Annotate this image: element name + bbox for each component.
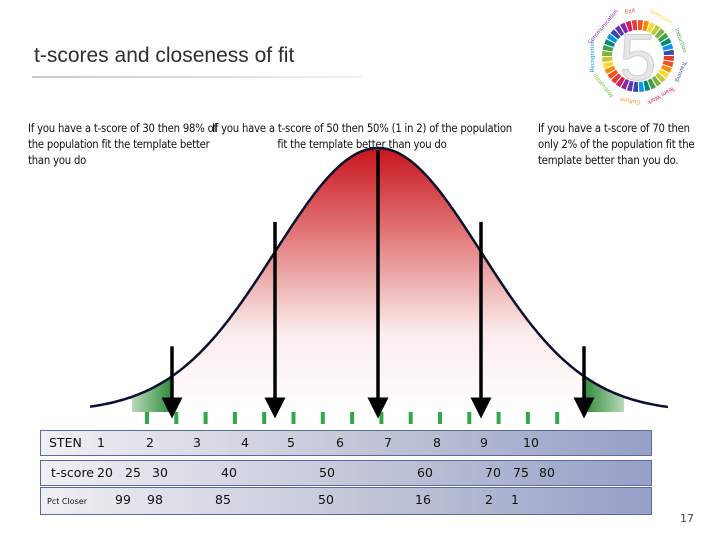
sten-value: 5: [287, 435, 295, 450]
logo-wheel-segment: [662, 60, 674, 68]
sten-value: 8: [433, 435, 441, 450]
logo-wheel-segment: [611, 73, 622, 84]
tscore-value: 25: [125, 465, 141, 480]
pct-closer-label: Pct Closer: [47, 497, 87, 506]
logo-wheel-segment: [663, 56, 674, 61]
logo-wheel-segment: [625, 20, 633, 32]
logo-wheel-segment: [642, 20, 650, 32]
pct-closer-row: Pct Closer 99 98 85 50 16 2 1: [40, 487, 652, 515]
tscore-value: 60: [417, 465, 433, 480]
sten-tick: [291, 412, 296, 424]
logo-wheel-segment: [606, 33, 618, 43]
logo-wheel-segment: [638, 81, 645, 92]
sten-value: 4: [241, 435, 249, 450]
logo-wheel-segment: [621, 79, 630, 90]
pct-value: 2: [485, 492, 493, 507]
logo-wheel-segment: [643, 80, 651, 92]
logo-wheel-segment: [615, 76, 625, 88]
logo-wheel-segment: [646, 22, 655, 33]
pct-value: 1: [511, 492, 519, 507]
pct-value: 99: [115, 492, 131, 507]
tscore-markers: [161, 150, 595, 419]
logo-wheel-segment: [651, 24, 661, 36]
sten-tick: [145, 412, 149, 424]
logo-wheel-segment: [602, 61, 614, 69]
tscore-row: t-score 20 25 30 40 50 60 70 75 80: [40, 460, 652, 486]
logo-wheel-segment: [607, 69, 619, 80]
sten-value: 2: [146, 435, 154, 450]
logo-wheel-segment: [655, 72, 666, 83]
sten-tick: [525, 412, 530, 424]
logo-wheel-segment: [604, 65, 616, 74]
tscore-value: 50: [319, 465, 335, 480]
logo-wheel-segment: [602, 44, 614, 52]
logo-wheel-segment: [602, 56, 613, 63]
sten-tick: [438, 412, 442, 424]
tscore-label: t-score: [51, 465, 94, 480]
sten-tick: [467, 412, 472, 424]
sten-tick: [203, 412, 208, 424]
logo-wheel-segment: [654, 28, 665, 39]
sten-value: 7: [384, 435, 392, 450]
logo-wheel-segment: [660, 38, 672, 47]
logo-wheel-segment: [626, 80, 634, 92]
tscore-value: 40: [221, 465, 237, 480]
sten-value: 3: [193, 435, 201, 450]
page-number: 17: [680, 512, 694, 525]
sten-tick: [555, 412, 560, 424]
logo-wheel-segment: [610, 29, 621, 40]
tscore-value: 30: [152, 465, 168, 480]
tscore-value: 20: [97, 465, 113, 480]
sten-tick: [174, 412, 179, 424]
note-tscore-70: If you have a t-score of 70 then only 2%…: [538, 122, 695, 167]
logo-wheel-segment: [602, 51, 613, 56]
sten-tick: [496, 412, 501, 424]
pct-value: 85: [215, 492, 231, 507]
tscore-value: 70: [485, 465, 501, 480]
tscore-value: 80: [539, 465, 555, 480]
logo-wheel-segment: [661, 64, 672, 73]
sten-value: 6: [336, 435, 344, 450]
sten-tick: [408, 412, 413, 424]
logo-word: Culture: [619, 95, 640, 104]
sten-value: 1: [97, 435, 105, 450]
sten-tick: [232, 412, 237, 424]
logo-wheel-segment: [663, 49, 674, 56]
logo-word: Exit: [625, 8, 637, 16]
sten-value: 10: [523, 435, 539, 450]
logo-wheel-segment: [651, 75, 662, 87]
note-tscore-50: If you have a t-score of 50 then 50% (1 …: [212, 122, 512, 151]
tscore-value: 75: [513, 465, 529, 480]
logo-wheel-segment: [657, 32, 669, 43]
logo-wheel-segment: [662, 43, 674, 51]
logo-wheel-segment: [633, 81, 638, 92]
logo-wheel-segment: [631, 20, 638, 31]
note-tscore-30: If you have a t-score of 30 then 98% of …: [28, 122, 217, 167]
title-underline: [32, 76, 362, 78]
sten-tick: [320, 412, 325, 424]
sten-tick: [262, 412, 267, 424]
logo-wheel-segment: [614, 25, 625, 37]
logo-wheel-segment: [620, 22, 629, 34]
sten-value: 9: [480, 435, 488, 450]
sten-tick: [350, 412, 355, 424]
logo-wheel-segment: [658, 69, 670, 79]
logo-digit: 5: [620, 20, 657, 94]
pct-value: 16: [415, 492, 431, 507]
sten-label: STEN: [49, 435, 82, 450]
pct-value: 50: [318, 492, 334, 507]
logo-wheel-segment: [638, 20, 643, 31]
bell-curve-line: [89, 146, 669, 409]
logo-wheel-segment: [604, 39, 615, 48]
logo-word: Recognition: [590, 39, 596, 72]
sten-tick: [379, 412, 384, 424]
sten-row: STEN 1 2 3 4 5 6 7 8 9 10: [40, 430, 652, 456]
pct-value: 98: [147, 492, 163, 507]
sten-ticks: [145, 412, 560, 424]
slide-title: t-scores and closeness of fit: [34, 44, 295, 67]
logo-wheel-segment: [647, 78, 656, 90]
